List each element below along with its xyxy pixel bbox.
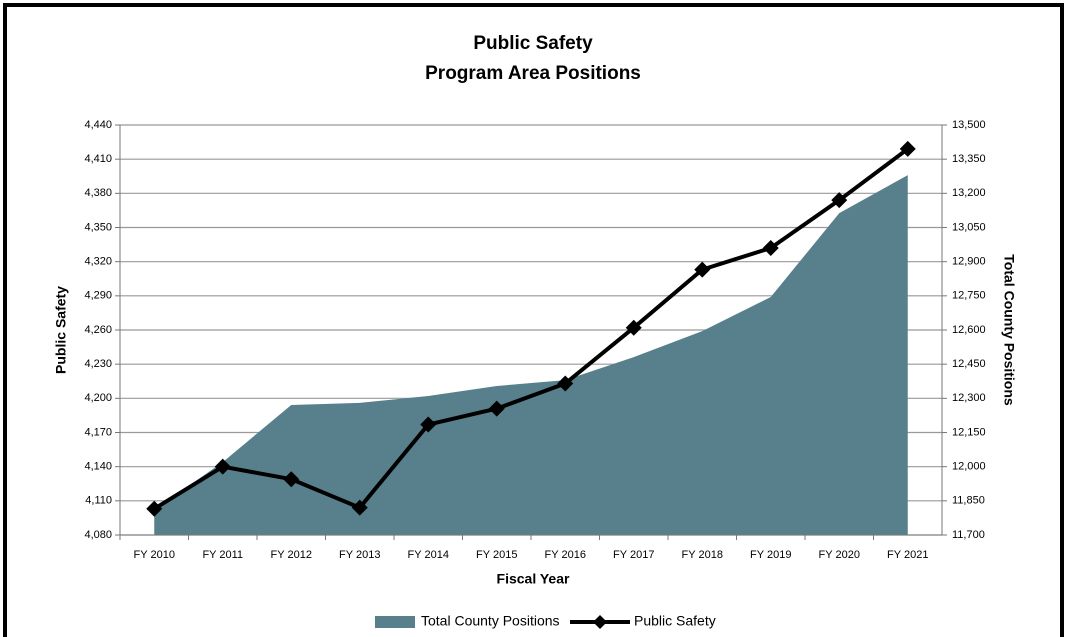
chart-subtitle: Program Area Positions [425,63,641,84]
marker [283,471,300,488]
y-tick-label: 4,350 [84,221,112,233]
y2-tick-label: 12,900 [952,256,986,268]
x-tick-label: FY 2011 [202,549,243,561]
y2-tick-label: 13,350 [952,153,986,165]
y-tick-label: 4,110 [85,495,112,507]
y2-tick-label: 13,200 [952,187,986,199]
y-tick-label: 4,080 [84,529,112,541]
y-tick-label: 4,260 [84,324,112,336]
x-tick-label: FY 2019 [750,549,791,561]
y2-tick-label: 11,700 [952,529,985,541]
y-tick-label: 4,410 [84,153,112,165]
y2-tick-label: 12,300 [952,392,986,404]
x-axis-title: Fiscal Year [497,571,570,587]
marker [694,261,711,278]
y2-tick-label: 12,000 [952,461,986,473]
legend-label: Public Safety [634,613,716,629]
y-tick-label: 4,170 [84,426,112,438]
x-tick-label: FY 2015 [476,549,517,561]
x-tick-label: FY 2014 [408,549,449,561]
y-axis-title: Public Safety [53,286,69,374]
marker [351,499,368,516]
x-tick-label: FY 2021 [887,549,928,561]
x-tick-label: FY 2010 [134,549,175,561]
y-tick-label: 4,140 [84,461,112,473]
y-tick-label: 4,380 [84,187,112,199]
marker [420,416,437,433]
x-tick-label: FY 2012 [271,549,312,561]
y2-tick-label: 12,600 [952,324,986,336]
marker [146,500,163,517]
y-tick-label: 4,200 [84,392,112,404]
legend-swatch [375,616,415,628]
marker [899,140,916,157]
area [154,175,908,535]
x-tick-label: FY 2013 [339,549,380,561]
y2-tick-label: 13,500 [952,119,986,131]
y-tick-label: 4,290 [84,290,112,302]
marker [762,240,779,256]
y2-tick-label: 11,850 [952,495,985,507]
chart-title: Public Safety [473,33,593,54]
y2-tick-label: 12,150 [952,426,986,438]
y-tick-label: 4,440 [84,119,112,131]
y2-axis-title: Total County Positions [1001,254,1017,406]
marker [488,400,505,417]
line [153,147,909,511]
marker [831,192,848,209]
legend-swatch [593,615,607,629]
y2-tick-label: 12,750 [952,290,986,302]
x-tick-label: FY 2018 [682,549,723,561]
y-tick-label: 4,230 [84,358,112,370]
x-tick-label: FY 2016 [545,549,586,561]
x-tick-label: FY 2017 [613,549,654,561]
marker [557,375,574,392]
y2-tick-label: 13,050 [952,221,986,233]
y2-tick-label: 12,450 [952,358,986,370]
y-tick-label: 4,320 [84,256,112,268]
x-tick-label: FY 2020 [819,549,860,561]
legend-label: Total County Positions [421,613,560,629]
marker [625,319,642,336]
marker [214,458,231,475]
